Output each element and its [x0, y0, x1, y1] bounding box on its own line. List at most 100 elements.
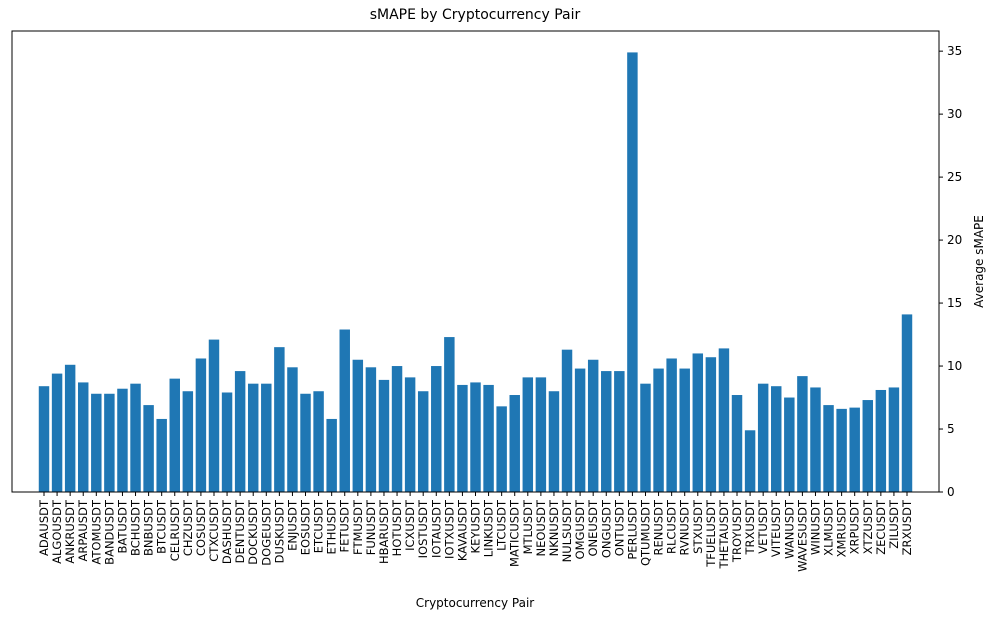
- x-tick-label: ARPAUSDT: [76, 499, 90, 561]
- bar-batusdt: [117, 388, 128, 492]
- y-tick-label: 30: [947, 107, 962, 121]
- bar-rvnusdt: [679, 368, 690, 492]
- x-tick-label: COSUSDT: [194, 499, 208, 556]
- bar-bnbusdt: [143, 405, 154, 492]
- x-tick-label: TRXUSDT: [743, 499, 757, 555]
- bar-iotxusdt: [444, 337, 455, 492]
- y-tick-label: 35: [947, 44, 962, 58]
- bar-rlcusdt: [666, 358, 677, 492]
- bars-group: [38, 52, 913, 492]
- x-tick-label: TROYUSDT: [730, 499, 744, 563]
- x-tick-label: XTZUSDT: [861, 499, 875, 554]
- bar-xtzusdt: [862, 400, 874, 492]
- bar-trxusdt: [744, 430, 756, 492]
- x-tick-label: ANKRUSDT: [63, 499, 77, 564]
- x-tick-label: KAVAUSDT: [455, 499, 469, 561]
- bar-zecusdt: [875, 389, 887, 492]
- x-tick-label: ONTUSDT: [612, 499, 626, 556]
- bar-dashusdt: [221, 392, 233, 492]
- x-tick-label: PERLUSDT: [625, 499, 639, 560]
- x-tick-label: FUNUSDT: [364, 499, 378, 555]
- bar-ftmusdt: [352, 359, 364, 492]
- x-tick-label: VETUSDT: [756, 499, 770, 554]
- x-tick-label: HBARUSDT: [377, 499, 391, 564]
- y-axis: 0 5 10 15 20 25 30 35: [939, 44, 962, 499]
- bar-etcusdt: [313, 391, 324, 492]
- y-tick-label: 10: [947, 359, 962, 373]
- bar-maticusdt: [509, 395, 520, 492]
- bar-oneusdt: [587, 359, 599, 492]
- x-tick-label: LINKUSDT: [482, 499, 496, 557]
- bar-nknusdt: [548, 391, 560, 492]
- x-tick-label: WANUSDT: [782, 499, 796, 559]
- bar-zrxusdt: [901, 314, 913, 492]
- bar-dentusdt: [234, 371, 246, 492]
- y-tick-label: 15: [947, 296, 962, 310]
- bar-omgusdt: [574, 368, 586, 492]
- y-tick-label: 25: [947, 170, 962, 184]
- x-tick-label: ICXUSDT: [403, 499, 417, 551]
- x-tick-label: FETUSDT: [338, 499, 352, 552]
- x-tick-label: CHZUSDT: [181, 499, 195, 556]
- x-tick-label: DASHUSDT: [220, 499, 234, 564]
- x-tick-label: BCHUSDT: [129, 499, 143, 556]
- x-tick-label: ZRXUSDT: [900, 499, 914, 555]
- bar-thetausdt: [718, 348, 730, 492]
- x-tick-label: RVNUSDT: [678, 499, 692, 555]
- bar-icxusdt: [404, 377, 416, 492]
- x-tick-label: ENJUSDT: [285, 499, 299, 551]
- x-tick-label: CTXCUSDT: [207, 499, 221, 562]
- x-tick-label: BNBUSDT: [142, 499, 156, 556]
- bar-btcusdt: [156, 418, 167, 492]
- bar-ongusdt: [601, 371, 612, 492]
- bar-keyusdt: [470, 382, 481, 492]
- x-tick-label: XRPUSDT: [848, 499, 862, 554]
- x-tick-label: DUSKUSDT: [272, 499, 286, 563]
- bar-kavausdt: [457, 384, 468, 492]
- bar-hotusdt: [391, 366, 403, 492]
- bar-tfuelusdt: [705, 357, 717, 492]
- x-tick-label: BANDUSDT: [102, 499, 116, 565]
- bar-qtumusdt: [640, 383, 651, 492]
- x-tick-label: BTCUSDT: [155, 499, 169, 554]
- x-axis: ADAUSDT ALGOUSDT ANKRUSDT ARPAUSDT ATOMUSDT B…: [37, 492, 914, 572]
- x-tick-label: ATOMUSDT: [89, 499, 103, 565]
- bar-neousdt: [535, 377, 547, 492]
- x-tick-label: RLCUSDT: [665, 499, 679, 554]
- bar-bandusdt: [104, 393, 115, 492]
- x-tick-label: DENTUSDT: [233, 499, 247, 563]
- bar-chzusdt: [182, 391, 194, 492]
- bar-wanusdt: [784, 397, 795, 492]
- x-tick-label: WINUSDT: [808, 499, 822, 555]
- bar-perlusdt: [627, 52, 638, 492]
- bar-vetusdt: [757, 383, 769, 492]
- x-tick-label: RENUSDT: [652, 499, 666, 555]
- bar-xlmusdt: [823, 405, 834, 492]
- bar-duskusdt: [274, 347, 285, 492]
- bar-zilusdt: [888, 387, 900, 492]
- bar-enjusdt: [287, 367, 298, 492]
- bar-nulsusdt: [561, 349, 573, 492]
- chart-title: sMAPE by Cryptocurrency Pair: [370, 7, 581, 23]
- bar-xmrusdt: [836, 408, 847, 492]
- bar-linkusdt: [483, 384, 494, 492]
- bar-ankrusdt: [64, 364, 76, 492]
- x-tick-label: LTCUSDT: [495, 499, 509, 551]
- x-tick-label: XLMUSDT: [822, 499, 836, 556]
- bar-celrusdt: [169, 378, 180, 492]
- x-tick-label: IOSTUSDT: [416, 499, 430, 558]
- x-tick-label: MATICUSDT: [508, 499, 522, 567]
- bar-viteusdt: [771, 386, 782, 492]
- bar-algousdt: [51, 373, 63, 492]
- x-tick-label: ZILUSDT: [887, 499, 901, 549]
- x-tick-label: ADAUSDT: [37, 499, 51, 556]
- x-tick-label: QTUMUSDT: [638, 499, 652, 566]
- bar-fetusdt: [339, 329, 350, 492]
- x-tick-label: BATUSDT: [115, 499, 129, 553]
- x-tick-label: OMGUSDT: [573, 499, 587, 559]
- y-tick-label: 5: [947, 422, 955, 436]
- x-tick-label: ETHUSDT: [325, 499, 339, 555]
- x-tick-label: DOGEUSDT: [259, 499, 273, 566]
- bar-adausdt: [38, 386, 50, 492]
- x-tick-label: IOTAUSDT: [429, 499, 443, 558]
